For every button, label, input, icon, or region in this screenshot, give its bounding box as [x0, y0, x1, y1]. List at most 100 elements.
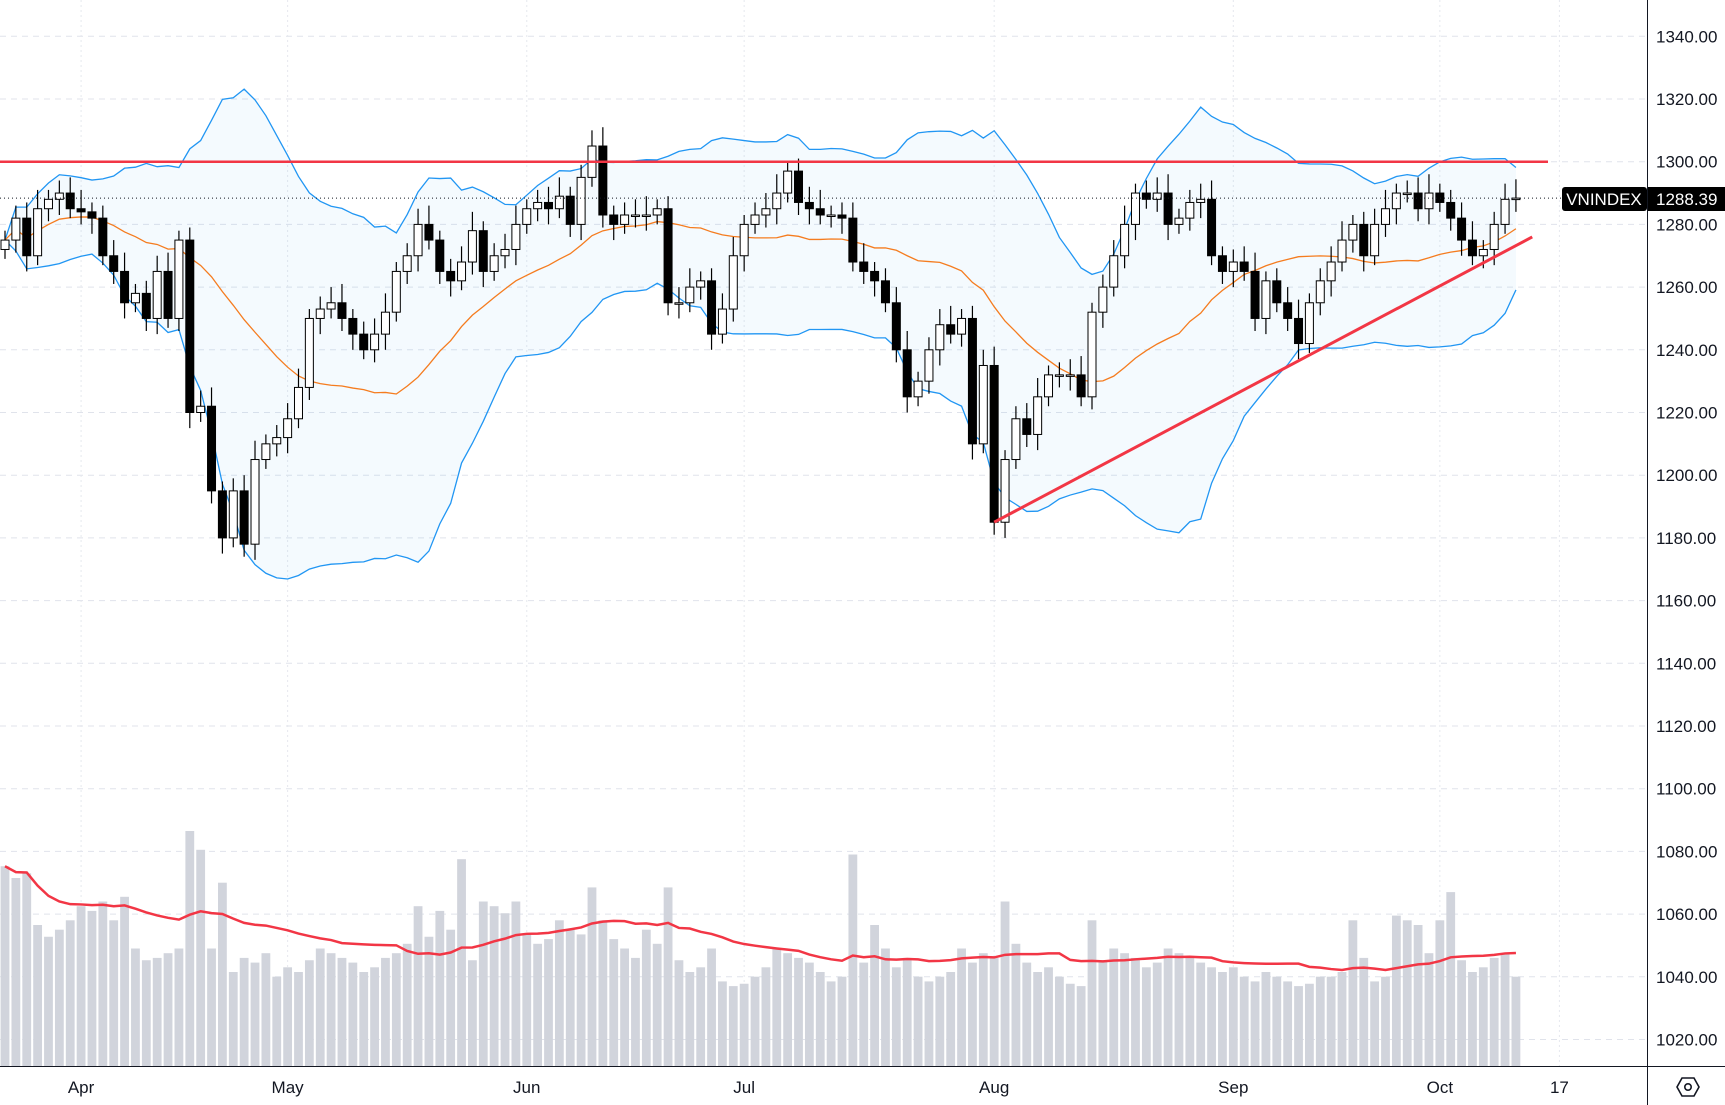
candle-body [207, 405, 217, 492]
last-price-text: 1288.39 [1656, 190, 1717, 209]
candle-body [772, 192, 782, 210]
candle-body [1109, 255, 1119, 288]
candle-body [1152, 192, 1162, 200]
volume-bar [728, 986, 738, 1066]
candle-body [457, 261, 467, 282]
price-tick-label: 1240.00 [1656, 341, 1717, 360]
volume-bar [685, 972, 695, 1066]
volume-bar [65, 920, 75, 1066]
price-tick-label: 1080.00 [1656, 842, 1717, 861]
volume-bar [1315, 976, 1325, 1066]
volume-bar [707, 948, 716, 1066]
candle-body [880, 280, 890, 304]
volume-bar [576, 934, 586, 1066]
price-axis[interactable]: 1340.00 1320.00 1300.00 1280.00 1260.00 1240.… [1656, 27, 1717, 1049]
price-tick-label: 1180.00 [1656, 529, 1716, 548]
volume-bar [1457, 960, 1466, 1066]
candle-body [967, 317, 977, 445]
volume-bar [1011, 943, 1021, 1066]
volume-bar [881, 948, 890, 1066]
volume-bar [1283, 981, 1293, 1066]
candle-body [1283, 302, 1293, 319]
volume-bar [1087, 920, 1097, 1066]
candle-body [152, 270, 162, 319]
volume-bar [54, 929, 64, 1066]
volume-bar [1163, 948, 1173, 1066]
volume-bar [1207, 967, 1216, 1066]
time-axis[interactable]: Apr May Jun Jul Aug Sep Oct 17 [68, 1078, 1569, 1097]
volume-bar [804, 962, 814, 1066]
candle-body [1217, 255, 1227, 272]
volume-bar [739, 983, 749, 1066]
price-tick-label: 1200.00 [1656, 466, 1717, 485]
candle-body [293, 386, 303, 420]
candle-body [978, 364, 988, 445]
candle-body [174, 239, 184, 319]
candle-body [33, 208, 43, 257]
candle-body [598, 145, 608, 216]
candle-body [1304, 302, 1314, 345]
volume-bar [1468, 972, 1477, 1066]
candle-body [717, 308, 727, 335]
volume-bar [587, 887, 597, 1066]
time-tick-label: Jun [513, 1078, 540, 1097]
candle-body [370, 333, 380, 351]
candle-body [1098, 286, 1108, 313]
candle-body [1011, 418, 1021, 461]
symbol-label-text: VNINDEX [1566, 190, 1642, 209]
volume-bar [326, 953, 336, 1066]
volume-ma-line [4, 865, 1516, 972]
volume-bar [750, 976, 760, 1066]
candle-body [43, 198, 53, 210]
candle-body [359, 333, 369, 351]
candle-body [217, 490, 227, 539]
settings-icon[interactable] [1675, 1076, 1701, 1098]
candle-body [500, 248, 510, 257]
price-tick-label: 1020.00 [1656, 1031, 1717, 1050]
candle-body [228, 490, 238, 539]
candle-body [1370, 223, 1380, 257]
candle-body [1359, 223, 1369, 257]
volume-bar [565, 929, 575, 1066]
price-tick-label: 1100.00 [1656, 780, 1716, 799]
volume-bar [1348, 920, 1358, 1066]
volume-bar [891, 967, 901, 1066]
candle-body [663, 208, 673, 304]
volume-bar [870, 925, 879, 1066]
annotations [0, 160, 1647, 524]
volume-bar [522, 934, 532, 1066]
volume-bar [913, 976, 923, 1066]
time-tick-label: Jul [733, 1078, 755, 1097]
volume-bar [283, 967, 293, 1066]
candle-body [391, 270, 401, 313]
volume-bar [696, 967, 706, 1066]
time-tick-label: Oct [1427, 1078, 1454, 1097]
candle-body [250, 459, 260, 545]
volume-bar [1218, 972, 1227, 1066]
candle-body [435, 239, 445, 272]
candle-body [1511, 197, 1521, 201]
price-tick-label: 1300.00 [1656, 153, 1717, 172]
price-tick-label: 1120.00 [1656, 717, 1716, 736]
volume-bar [131, 948, 140, 1066]
volume-bar [1500, 953, 1510, 1066]
candle-body [1044, 374, 1054, 398]
candle-body [685, 286, 695, 304]
candle-body [891, 302, 901, 351]
price-tick-label: 1340.00 [1656, 27, 1717, 46]
volume-bar [120, 896, 129, 1066]
price-tick-label: 1320.00 [1656, 90, 1717, 109]
candle-body [1228, 261, 1238, 272]
volume-bar [1131, 957, 1140, 1066]
price-tick-label: 1060.00 [1656, 905, 1717, 924]
volume-bar [304, 960, 314, 1066]
volume-bar [1424, 953, 1434, 1066]
volume-bar [598, 920, 608, 1066]
volume-bar [196, 849, 206, 1066]
candle-body [1239, 261, 1249, 272]
candle-body [196, 405, 206, 414]
volume-bar [261, 953, 271, 1066]
candle-body [902, 349, 912, 398]
candle-body [65, 192, 75, 210]
